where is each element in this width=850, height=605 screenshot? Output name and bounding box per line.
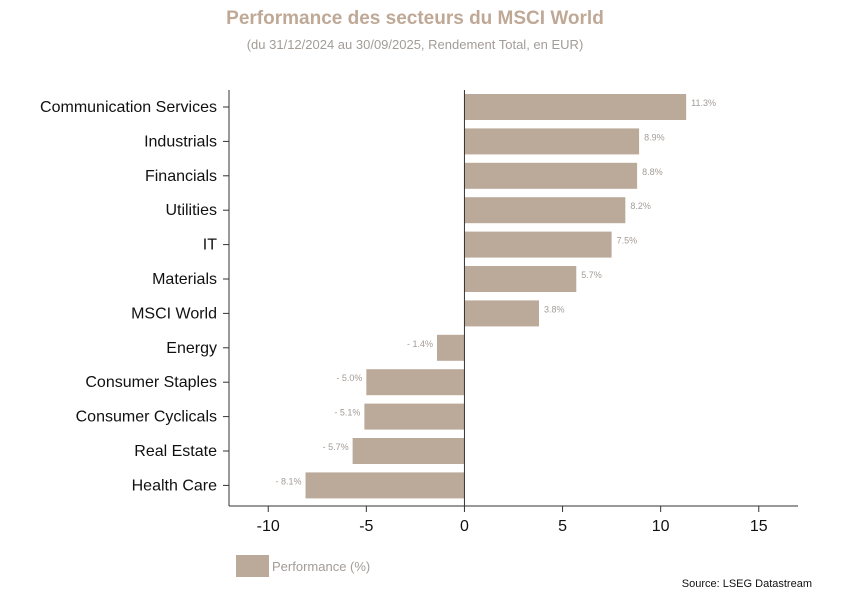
bar-11 xyxy=(305,472,465,499)
category-label-6: MSCI World xyxy=(131,305,217,322)
bar-0 xyxy=(464,94,687,120)
x-tick-label-5: 15 xyxy=(750,518,768,535)
category-label-9: Consumer Cyclicals xyxy=(76,409,217,426)
bar-2 xyxy=(464,162,638,189)
data-label-7: - 1.4% xyxy=(407,339,433,349)
category-label-11: Health Care xyxy=(132,477,217,494)
data-label-9: - 5.1% xyxy=(334,408,360,418)
data-label-5: 5.7% xyxy=(581,270,602,280)
source-note: Source: LSEG Datastream xyxy=(681,578,812,590)
data-label-6: 3.8% xyxy=(544,304,565,314)
chart-title: Performance des secteurs du MSCI World xyxy=(226,8,604,29)
legend-swatch xyxy=(236,555,269,577)
data-label-0: 11.3% xyxy=(691,98,716,108)
data-label-4: 7.5% xyxy=(617,236,638,246)
data-label-1: 8.9% xyxy=(644,132,665,142)
category-label-7: Energy xyxy=(166,340,217,357)
x-tick-label-1: -5 xyxy=(359,518,373,535)
category-label-8: Consumer Staples xyxy=(85,374,217,391)
category-label-3: Utilities xyxy=(165,202,217,219)
category-label-2: Financials xyxy=(145,168,217,185)
data-label-10: - 5.7% xyxy=(323,442,349,452)
data-label-2: 8.8% xyxy=(642,167,663,177)
x-tick-label-4: 10 xyxy=(652,518,670,535)
data-label-8: - 5.0% xyxy=(336,373,362,383)
bar-10 xyxy=(352,438,465,464)
legend: Performance (%) xyxy=(236,555,370,577)
x-tick-label-3: 5 xyxy=(558,518,567,535)
x-tick-label-2: 0 xyxy=(460,518,469,535)
data-label-11: - 8.1% xyxy=(276,476,302,486)
bar-3 xyxy=(464,197,626,224)
bar-8 xyxy=(366,369,465,396)
bar-4 xyxy=(464,231,612,258)
bar-6 xyxy=(464,300,540,327)
bar-1 xyxy=(464,128,640,155)
data-label-3: 8.2% xyxy=(630,201,651,211)
category-label-1: Industrials xyxy=(144,133,217,150)
bar-7 xyxy=(436,334,465,361)
category-label-0: Communication Services xyxy=(40,99,217,116)
legend-label: Performance (%) xyxy=(272,558,371,574)
bar-9 xyxy=(364,403,465,430)
category-label-4: IT xyxy=(203,237,217,254)
bar-5 xyxy=(464,266,577,292)
category-label-10: Real Estate xyxy=(134,443,217,460)
x-tick-label-0: -10 xyxy=(257,518,280,535)
chart-subtitle: (du 31/12/2024 au 30/09/2025, Rendement … xyxy=(246,37,584,52)
category-label-5: Materials xyxy=(152,271,217,288)
